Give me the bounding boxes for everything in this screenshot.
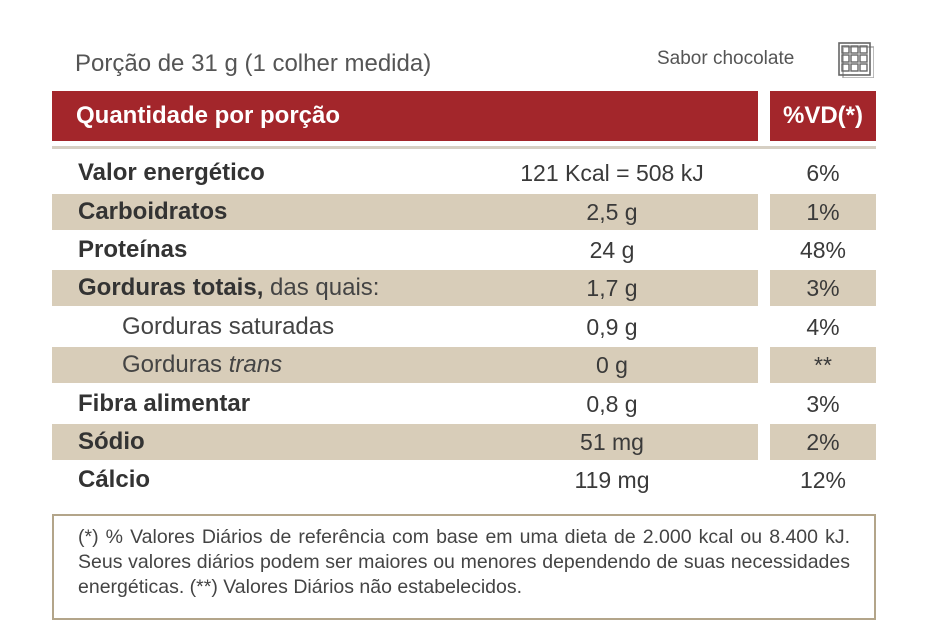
nutrient-label: Valor energético [78, 159, 265, 186]
nutrient-label: Sódio [78, 428, 145, 455]
nutrient-row-calcio: Cálcio 119 mg 12% [52, 462, 876, 498]
nutrient-amount: 0 g [596, 352, 628, 378]
nutrient-label: Proteínas [78, 236, 188, 263]
flavor-label: Sabor chocolate [657, 48, 795, 69]
nutrient-amount: 0,8 g [586, 391, 638, 417]
vd-header: %VD(*) [770, 91, 876, 141]
nutrient-row-gorduras-totais: Gorduras totais, das quais: 1,7 g 3% [52, 270, 876, 306]
nutrient-row-proteinas: Proteínas 24 g 48% [52, 232, 876, 268]
nutrient-vd: 12% [799, 467, 847, 493]
nutrient-row-gorduras-trans: Gorduras trans 0 g ** [52, 347, 876, 383]
nutrient-label: Fibra alimentar [78, 390, 251, 417]
nutrient-vd: 48% [799, 237, 847, 263]
quantity-header: Quantidade por porção [52, 91, 758, 141]
nutrient-row-fibra-alimentar: Fibra alimentar 0,8 g 3% [52, 386, 876, 422]
nutrient-amount: 1,7 g [586, 275, 638, 301]
nutrient-amount: 0,9 g [586, 314, 638, 340]
nutrient-amount: 121 Kcal = 508 kJ [520, 160, 704, 186]
nutrient-label: Gorduras totais, das quais: [78, 274, 380, 301]
nutrient-label: Gorduras trans [122, 351, 283, 378]
header-divider [52, 146, 876, 149]
portion-size: Porção de 31 g (1 colher medida) [75, 50, 432, 77]
nutrient-amount: 24 g [589, 237, 635, 263]
nutrient-vd: 2% [806, 429, 840, 455]
nutrient-vd: 4% [806, 314, 840, 340]
nutrient-label: Gorduras saturadas [122, 313, 335, 340]
nutrient-label: Cálcio [78, 466, 151, 493]
daily-values-footnote: (*) % Valores Diários de referência com … [52, 514, 876, 620]
nutrient-vd: ** [814, 352, 832, 378]
nutrient-amount: 2,5 g [586, 199, 638, 225]
nutrient-label: Carboidratos [78, 198, 228, 225]
nutrient-vd: 3% [806, 391, 840, 417]
nutrient-row-valor-energetico: Valor energético 121 Kcal = 508 kJ 6% [52, 155, 876, 191]
nutrient-amount: 51 mg [580, 429, 644, 455]
nutrient-row-carboidratos: Carboidratos 2,5 g 1% [52, 194, 876, 230]
nutrient-row-sodio: Sódio 51 mg 2% [52, 424, 876, 460]
nutrient-amount: 119 mg [574, 467, 650, 493]
nutrient-vd: 3% [806, 275, 840, 301]
nutrient-row-gorduras-saturadas: Gorduras saturadas 0,9 g 4% [52, 309, 876, 345]
chocolate-bar-icon [838, 42, 874, 78]
nutrient-vd: 6% [806, 160, 840, 186]
nutrient-vd: 1% [806, 199, 840, 225]
